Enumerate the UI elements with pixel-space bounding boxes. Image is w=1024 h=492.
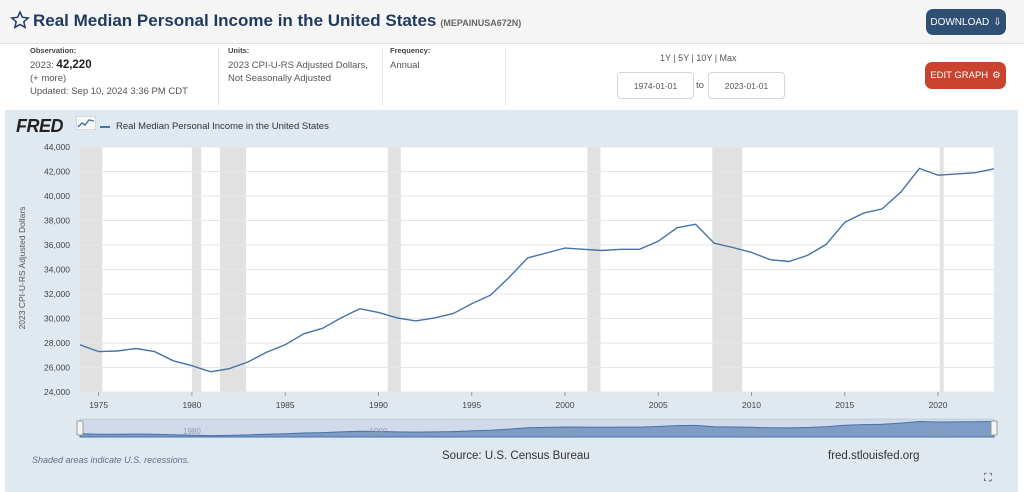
y-tick-label: 38,000 xyxy=(44,216,70,226)
start-date-input[interactable]: 1974-01-01 xyxy=(617,72,694,99)
title-text: Real Median Personal Income in the Unite… xyxy=(33,11,437,30)
x-tick-label: 1995 xyxy=(462,400,481,410)
series-id: (MEPAINUSA672N) xyxy=(440,18,522,28)
y-tick-labels: 24,000 26,000 28,000 30,000 32,000 34,000 36,0… xyxy=(44,142,70,397)
units-line-1: 2023 CPI-U-RS Adjusted Dollars, xyxy=(228,60,368,71)
y-tick-label: 26,000 xyxy=(44,363,70,373)
download-label: DOWNLOAD xyxy=(930,16,990,28)
gear-icon: ⚙ xyxy=(992,70,1001,81)
navigator-handle-left[interactable] xyxy=(76,420,84,436)
edit-graph-button[interactable]: EDIT GRAPH ⚙ xyxy=(925,62,1006,89)
fred-logo-chart-icon xyxy=(76,116,96,130)
range-selector[interactable]: 1Y | 5Y | 10Y | Max xyxy=(660,53,737,63)
x-tick-label: 2005 xyxy=(649,400,668,410)
recession-note: Shaded areas indicate U.S. recessions. xyxy=(32,455,190,465)
navigator-labels: 1980 1990 2000 2010 2020 xyxy=(183,427,947,436)
y-tick-label: 34,000 xyxy=(44,265,70,275)
navigator-handle-right[interactable] xyxy=(990,420,998,436)
range-navigator[interactable]: 1980 1990 2000 2010 2020 xyxy=(76,418,998,438)
x-tick-label: 2010 xyxy=(742,400,761,410)
x-tick-label: 1975 xyxy=(89,400,108,410)
divider xyxy=(218,48,219,106)
observation-block: Observation: 2023: 42,220 (+ more) Updat… xyxy=(30,46,215,108)
divider xyxy=(505,48,506,106)
legend-label: Real Median Personal Income in the Unite… xyxy=(116,121,329,132)
source-text: Source: U.S. Census Bureau xyxy=(442,450,590,462)
frequency-value: Annual xyxy=(390,60,420,71)
x-tick-label: 2020 xyxy=(929,400,948,410)
x-tick-label: 1990 xyxy=(369,400,388,410)
fred-url[interactable]: fred.stlouisfed.org xyxy=(828,450,920,462)
y-tick-label: 44,000 xyxy=(44,142,70,152)
gridlines xyxy=(80,146,994,393)
navigator-label: 2010 xyxy=(743,427,761,436)
y-tick-label: 24,000 xyxy=(44,387,70,397)
updated-text: Updated: Sep 10, 2024 3:36 PM CDT xyxy=(30,86,188,97)
y-tick-label: 32,000 xyxy=(44,289,70,299)
navigator-label: 2020 xyxy=(929,427,947,436)
x-tick-label: 2000 xyxy=(556,400,575,410)
star-icon[interactable] xyxy=(10,10,30,30)
to-label: to xyxy=(696,80,704,91)
y-tick-label: 30,000 xyxy=(44,314,70,324)
navigator-series xyxy=(79,420,995,438)
frequency-label: Frequency: xyxy=(390,46,431,55)
y-tick-label: 28,000 xyxy=(44,338,70,348)
legend-swatch xyxy=(100,125,110,128)
page-title: Real Median Personal Income in the Unite… xyxy=(33,11,521,31)
frequency-block: Frequency: Annual xyxy=(390,46,500,108)
observation-period: 2023: xyxy=(30,60,54,71)
x-tick-label: 1985 xyxy=(276,400,295,410)
observation-label: Observation: xyxy=(30,46,77,55)
y-tick-label: 36,000 xyxy=(44,240,70,250)
end-date-input[interactable]: 2023-01-01 xyxy=(708,72,785,99)
download-icon: ⇩ xyxy=(993,16,1002,28)
navigator-label: 2000 xyxy=(556,427,574,436)
series-line xyxy=(79,167,995,373)
download-button[interactable]: DOWNLOAD ⇩ xyxy=(926,9,1006,35)
x-tick-label: 1980 xyxy=(182,400,201,410)
expand-icon[interactable]: ⛶ xyxy=(984,472,992,484)
units-line-2: Not Seasonally Adjusted xyxy=(228,73,331,84)
title-bar: Real Median Personal Income in the Unite… xyxy=(0,0,1024,44)
units-block: Units: 2023 CPI-U-RS Adjusted Dollars, N… xyxy=(228,46,378,108)
edit-graph-label: EDIT GRAPH xyxy=(930,70,989,81)
fred-logo: FRED xyxy=(16,116,64,136)
x-tick-label: 2015 xyxy=(835,400,854,410)
chart-legend: Real Median Personal Income in the Unite… xyxy=(100,121,329,132)
y-tick-label: 40,000 xyxy=(44,191,70,201)
y-tick-label: 42,000 xyxy=(44,167,70,177)
navigator-label: 1990 xyxy=(370,427,388,436)
units-label: Units: xyxy=(228,46,250,55)
divider xyxy=(382,48,383,106)
observation-value: 42,220 xyxy=(56,59,92,71)
x-tick-labels: 1975 1980 1985 1990 1995 2000 2005 2010 2015 2020 xyxy=(89,392,948,410)
more-link[interactable]: (+ more) xyxy=(30,73,67,84)
navigator-label: 1980 xyxy=(183,427,201,436)
